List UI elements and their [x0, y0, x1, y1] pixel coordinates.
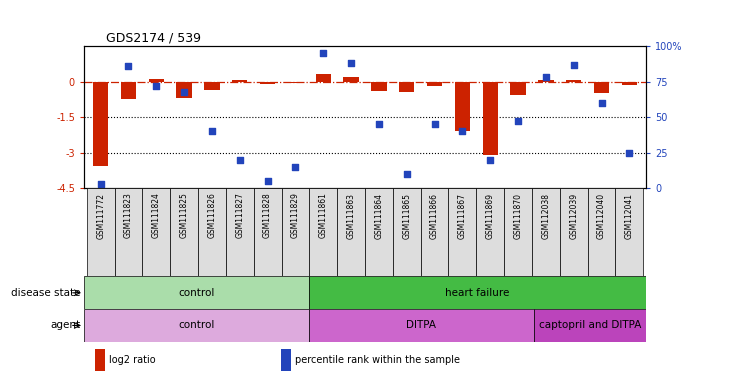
Text: GSM111866: GSM111866 — [430, 193, 439, 238]
Bar — [309, 276, 646, 309]
Bar — [198, 188, 226, 276]
Point — [512, 118, 524, 124]
Point — [540, 74, 552, 80]
Text: GSM111867: GSM111867 — [458, 193, 467, 238]
Bar — [315, 74, 331, 82]
Text: percentile rank within the sample: percentile rank within the sample — [295, 355, 460, 365]
Text: control: control — [178, 320, 215, 331]
Text: GSM111870: GSM111870 — [513, 193, 523, 238]
Bar — [310, 188, 337, 276]
Text: log2 ratio: log2 ratio — [110, 355, 156, 365]
Text: heart failure: heart failure — [445, 288, 510, 298]
Bar — [282, 188, 310, 276]
Bar — [95, 349, 105, 371]
Bar — [399, 82, 415, 91]
Bar — [455, 82, 470, 131]
Bar — [204, 82, 220, 90]
Bar — [566, 80, 581, 82]
Bar — [337, 188, 365, 276]
Point — [290, 164, 301, 170]
Bar — [483, 82, 498, 155]
Bar — [87, 188, 115, 276]
Text: GSM111827: GSM111827 — [235, 193, 245, 238]
Bar — [280, 349, 291, 371]
Bar — [510, 82, 526, 94]
Text: GSM111861: GSM111861 — [319, 193, 328, 238]
Bar — [588, 188, 615, 276]
Point — [123, 63, 134, 69]
Point — [623, 150, 635, 156]
Bar — [532, 188, 560, 276]
Bar — [177, 82, 192, 98]
Text: agent: agent — [50, 320, 80, 331]
Text: GSM112040: GSM112040 — [597, 193, 606, 239]
Bar — [149, 79, 164, 82]
Text: GSM111824: GSM111824 — [152, 193, 161, 238]
Point — [568, 61, 580, 68]
Bar — [622, 82, 637, 85]
Bar — [538, 80, 553, 82]
Bar — [121, 82, 136, 99]
Text: GSM112041: GSM112041 — [625, 193, 634, 238]
Point — [206, 128, 218, 134]
Bar — [232, 80, 247, 82]
Text: control: control — [178, 288, 215, 298]
Text: GSM111823: GSM111823 — [124, 193, 133, 238]
Bar — [393, 188, 420, 276]
Point — [345, 60, 357, 66]
Point — [262, 178, 274, 184]
Bar — [372, 82, 387, 91]
Bar — [476, 188, 504, 276]
Bar — [115, 188, 142, 276]
Text: DITPA: DITPA — [406, 320, 437, 331]
Point — [150, 83, 162, 89]
Bar — [309, 309, 534, 342]
Bar — [226, 188, 254, 276]
Text: GSM111826: GSM111826 — [207, 193, 217, 238]
Bar — [84, 276, 309, 309]
Point — [178, 88, 190, 94]
Text: GSM111864: GSM111864 — [374, 193, 383, 238]
Bar — [254, 188, 282, 276]
Point — [318, 50, 329, 56]
Bar — [504, 188, 532, 276]
Bar — [615, 188, 643, 276]
Point — [429, 121, 440, 127]
Text: GSM111863: GSM111863 — [347, 193, 356, 238]
Point — [373, 121, 385, 127]
Bar — [448, 188, 476, 276]
Bar — [84, 309, 309, 342]
Point — [95, 181, 107, 187]
Bar — [142, 188, 170, 276]
Text: GSM112039: GSM112039 — [569, 193, 578, 239]
Text: GDS2174 / 539: GDS2174 / 539 — [106, 31, 201, 44]
Bar — [560, 188, 588, 276]
Text: captopril and DITPA: captopril and DITPA — [539, 320, 641, 331]
Text: GSM111828: GSM111828 — [263, 193, 272, 238]
Bar — [93, 82, 108, 166]
Text: GSM111865: GSM111865 — [402, 193, 411, 238]
Point — [456, 128, 468, 134]
Text: GSM111772: GSM111772 — [96, 193, 105, 238]
Bar — [594, 82, 609, 93]
Text: GSM111829: GSM111829 — [291, 193, 300, 238]
Text: GSM111869: GSM111869 — [485, 193, 495, 238]
Bar — [420, 188, 448, 276]
Point — [234, 157, 245, 163]
Bar — [170, 188, 198, 276]
Bar — [260, 82, 275, 84]
Bar — [343, 77, 358, 82]
Bar — [288, 82, 303, 83]
Bar — [365, 188, 393, 276]
Text: GSM111825: GSM111825 — [180, 193, 188, 238]
Bar — [534, 309, 646, 342]
Text: disease state: disease state — [11, 288, 80, 298]
Text: GSM112038: GSM112038 — [542, 193, 550, 238]
Point — [596, 100, 607, 106]
Bar — [427, 82, 442, 86]
Point — [401, 171, 412, 177]
Point — [485, 157, 496, 163]
